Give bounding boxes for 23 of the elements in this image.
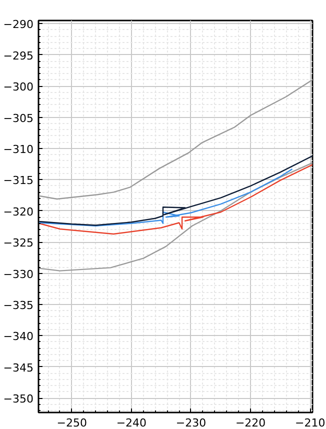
- y-tick-label: −315: [3, 174, 34, 188]
- y-tick-label: −305: [3, 112, 34, 125]
- line-series: [38, 168, 293, 226]
- y-tick-label: −325: [3, 236, 34, 250]
- y-tick-label: −320: [3, 205, 34, 218]
- x-tick-label: −250: [56, 416, 87, 429]
- y-tick-label: −345: [3, 361, 34, 374]
- y-tick-label: −295: [3, 49, 34, 62]
- line-series: [38, 164, 312, 235]
- x-tick-label: −240: [116, 416, 147, 429]
- y-tick-label: −330: [3, 268, 34, 281]
- y-tick-label: −290: [3, 18, 34, 32]
- x-tick-label: −220: [235, 416, 266, 429]
- y-tick-label: −310: [3, 142, 34, 156]
- x-tick-label: −230: [176, 416, 206, 429]
- x-tick-label: −210: [295, 416, 326, 429]
- y-tick-label: −340: [3, 330, 34, 344]
- y-tick-label: −350: [3, 392, 34, 406]
- line-series: [38, 162, 312, 272]
- y-tick-label: −300: [3, 80, 34, 94]
- line-series: [38, 155, 312, 226]
- y-tick-label: −335: [3, 299, 34, 312]
- line-series: [38, 79, 312, 200]
